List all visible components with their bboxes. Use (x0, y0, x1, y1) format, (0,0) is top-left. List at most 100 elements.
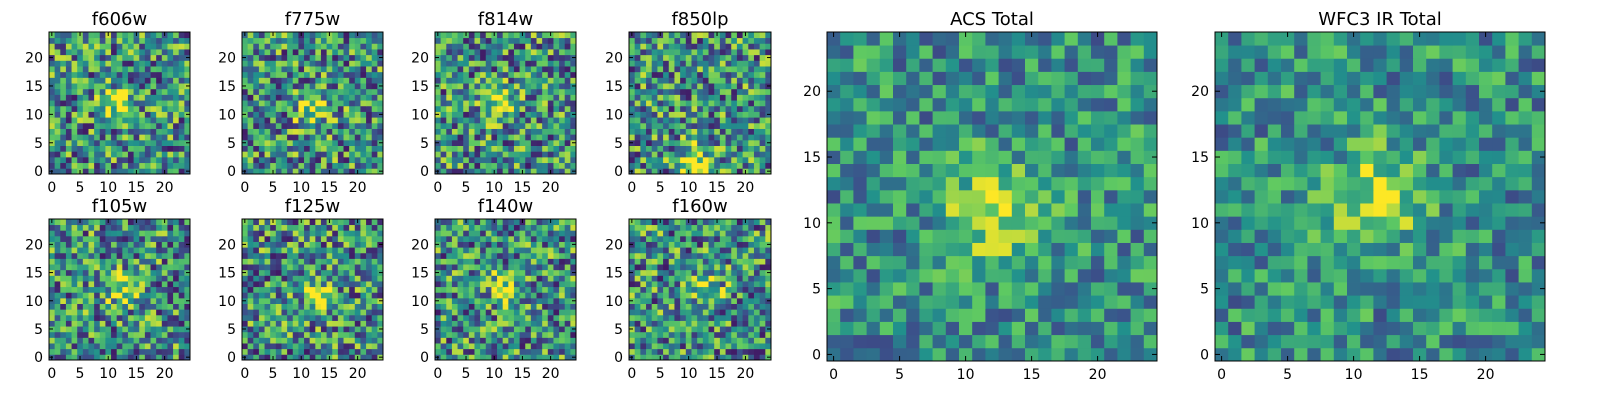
heatmap-cell (731, 145, 738, 152)
heatmap-cell (736, 320, 743, 327)
heatmap-cell (264, 77, 271, 84)
heatmap-cell (258, 275, 265, 282)
heatmap-cell (480, 275, 487, 282)
heatmap-cell (354, 337, 361, 344)
heatmap-cell (680, 348, 687, 355)
heatmap-cell (320, 331, 327, 338)
heatmap-cell (457, 134, 464, 141)
heatmap-cell (304, 286, 311, 293)
heatmap-cell (292, 314, 299, 321)
heatmap-cell (634, 286, 641, 293)
heatmap-cell (542, 331, 549, 338)
heatmap-cell (292, 128, 299, 135)
heatmap-cell (725, 162, 732, 169)
heatmap-cell (247, 320, 254, 327)
heatmap-cell (491, 252, 498, 259)
heatmap-cell (525, 122, 532, 129)
heatmap-cell (88, 100, 95, 107)
heatmap-cell (485, 168, 492, 175)
x-tick-label: 10 (292, 366, 310, 382)
heatmap-cell (640, 156, 647, 164)
heatmap-cell (440, 54, 447, 61)
heatmap-cell (731, 292, 738, 299)
heatmap-cell (258, 54, 265, 61)
heatmap-cell (343, 77, 350, 84)
heatmap-cell (184, 88, 191, 95)
heatmap-cell (440, 83, 447, 90)
heatmap-cell (519, 122, 526, 129)
heatmap-cell (691, 297, 698, 304)
heatmap-cell (270, 224, 277, 231)
heatmap-cell (156, 286, 163, 293)
heatmap-cell (150, 247, 157, 254)
heatmap-cell (474, 269, 481, 276)
heatmap-cell (646, 88, 653, 95)
heatmap-cell (708, 32, 715, 39)
heatmap-cell (508, 275, 515, 282)
heatmap-cell (736, 275, 743, 282)
heatmap-cell (753, 43, 761, 50)
heatmap-cell (139, 128, 146, 135)
heatmap-cell (60, 77, 67, 84)
heatmap-cell (570, 337, 577, 344)
heatmap-cell (82, 297, 89, 304)
heatmap-cell (697, 77, 704, 84)
heatmap-cell (691, 309, 698, 316)
heatmap-cell (258, 105, 265, 112)
heatmap-cell (264, 241, 271, 248)
heatmap-cell (133, 348, 140, 355)
heatmap-cell (491, 275, 498, 282)
heatmap-cell (371, 331, 378, 338)
heatmap-cell (349, 224, 356, 231)
heatmap-cell (719, 156, 726, 164)
heatmap-cell (542, 49, 549, 56)
heatmap-cell (564, 309, 571, 316)
heatmap-cell (156, 354, 163, 361)
heatmap-cell (640, 54, 647, 61)
axes-frame (434, 218, 577, 361)
heatmap-cell (116, 105, 123, 112)
heatmap-cell (360, 32, 367, 39)
heatmap-cell (360, 252, 367, 259)
heatmap-cell (270, 139, 277, 146)
heatmap-cell (530, 49, 537, 56)
heatmap-cell (337, 145, 344, 152)
heatmap-cell (553, 94, 560, 101)
heatmap-cell (719, 320, 726, 327)
heatmap-cell (309, 100, 316, 107)
heatmap-cell (304, 77, 311, 84)
heatmap-cell (105, 49, 112, 56)
heatmap-cell (640, 134, 647, 141)
heatmap-cell (184, 281, 191, 288)
heatmap-cell (88, 111, 95, 118)
heatmap-cell (435, 303, 442, 310)
heatmap-cell (349, 326, 356, 333)
heatmap-cell (320, 348, 327, 355)
heatmap-cell (354, 71, 361, 78)
heatmap-cell (663, 145, 670, 152)
heatmap-cell (559, 105, 566, 112)
heatmap-cell (167, 219, 174, 226)
heatmap-cell (116, 264, 123, 271)
heatmap-cell (167, 94, 174, 101)
heatmap-cell (264, 105, 271, 112)
heatmap-cell (320, 314, 327, 321)
heatmap-cell (508, 303, 515, 310)
heatmap-cell (349, 281, 356, 288)
heatmap-cell (54, 151, 61, 158)
heatmap-cell (674, 297, 681, 304)
heatmap-cell (542, 117, 549, 124)
heatmap-cell (736, 162, 743, 169)
heatmap-cell (167, 247, 174, 254)
heatmap-cell (502, 331, 509, 338)
heatmap-cell (156, 94, 163, 101)
heatmap-cell (281, 94, 288, 101)
heatmap-cell (708, 269, 715, 276)
heatmap-cell (759, 337, 766, 344)
heatmap-cell (485, 337, 492, 344)
heatmap-cell (663, 77, 670, 84)
heatmap-cell (708, 314, 715, 321)
heatmap-cell (502, 168, 509, 175)
heatmap-cell (343, 343, 350, 350)
